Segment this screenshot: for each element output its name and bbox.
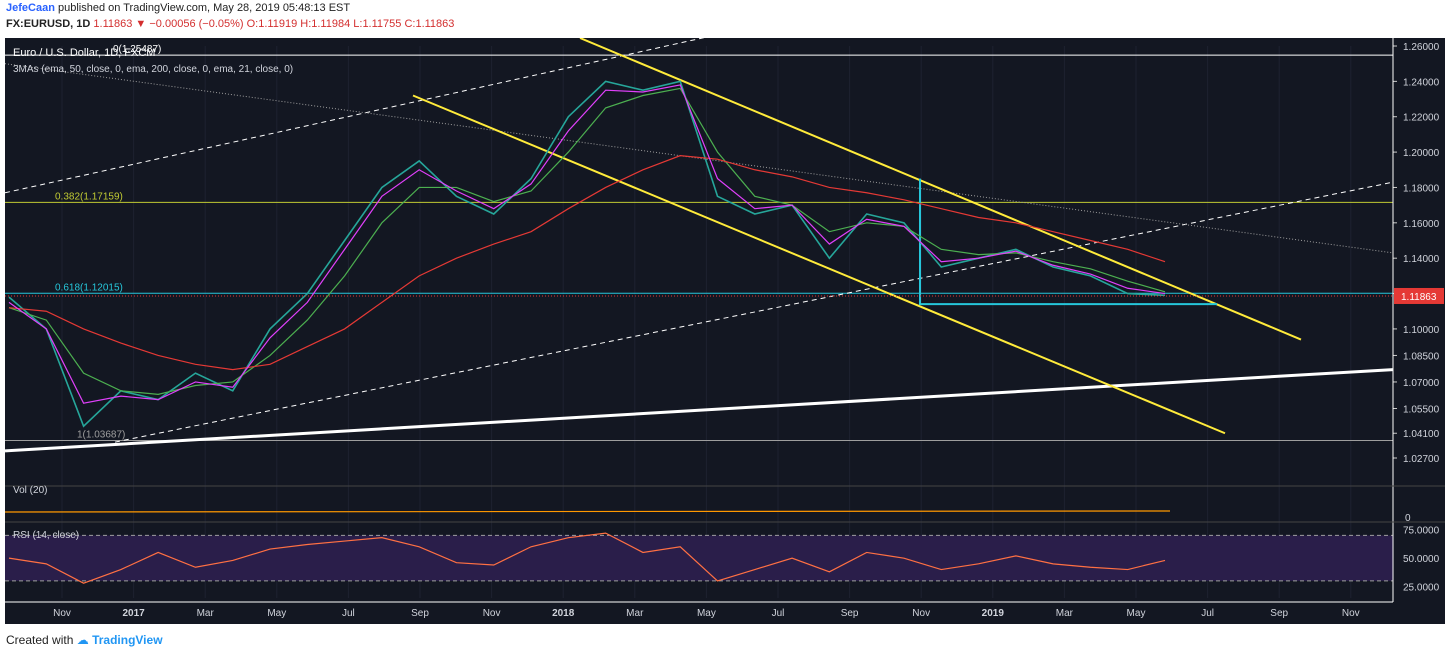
ohlc-open: O:1.11919 [246, 18, 298, 30]
rsi-tick-label: 25.0000 [1403, 583, 1440, 594]
rsi-line [8, 532, 1166, 584]
descending-channel-bottom [412, 94, 1226, 435]
ohlc-low: L:1.11755 [353, 18, 402, 30]
publish-line: JefeCaan published on TradingView.com, M… [6, 2, 350, 14]
ohlc-close: C:1.11863 [404, 18, 455, 30]
dashed-channel-bottom [114, 181, 1394, 443]
price-tick-label: 1.04100 [1403, 429, 1440, 440]
time-axis-label: Sep [1270, 608, 1288, 619]
fib-level-label: 1(1.03687) [77, 430, 125, 441]
series-line-ema-200 [8, 155, 1166, 371]
price-tick-label: 1.02700 [1403, 454, 1440, 465]
series-line-ema-21 [8, 84, 1166, 404]
current-price-badge [1394, 287, 1444, 304]
price-tick-label: 1.16000 [1403, 219, 1440, 230]
price-tick-label: 1.07000 [1403, 378, 1440, 389]
time-axis-label: Nov [53, 608, 71, 619]
time-axis-label: Nov [483, 608, 501, 619]
price-tick-label: 1.10000 [1403, 325, 1440, 336]
chart-title: Euro / U.S. Dollar, 1D, FXCM [13, 47, 155, 59]
volume-label: Vol (20) [13, 485, 47, 496]
volume-ma-line [4, 510, 1171, 513]
series-line-eurusd [8, 80, 1166, 428]
author-link[interactable]: JefeCaan [6, 2, 55, 14]
price-tick-label: 1.22000 [1403, 113, 1440, 124]
rsi-tick-label: 75.0000 [1403, 526, 1440, 537]
long-term-support-line [4, 368, 1394, 453]
fib-level-label: 0.382(1.17159) [55, 191, 123, 202]
symbol-line: FX:EURUSD, 1D 1.11863 ▼ −0.00056 (−0.05%… [6, 18, 454, 30]
time-axis-label: May [697, 608, 716, 619]
time-axis-label: 2019 [982, 608, 1005, 619]
price-tick-label: 1.05500 [1403, 404, 1440, 415]
price-tick-label: 1.24000 [1403, 77, 1440, 88]
chart-svg[interactable]: 1.26000 1.24000 1.22000 1.20000 1.18000 1.160… [4, 31, 1445, 624]
series-line-ema-50 [8, 87, 1166, 395]
price-tick-label: 1.08500 [1403, 351, 1440, 362]
chart-area[interactable]: 1.26000 1.24000 1.22000 1.20000 1.18000 1.160… [4, 31, 1445, 624]
price-change: −0.00056 (−0.05%) [149, 18, 244, 30]
price-tick-label: 1.26000 [1403, 42, 1440, 53]
price-tick-label: 1.18000 [1403, 183, 1440, 194]
rsi-tick-label: 50.0000 [1403, 554, 1440, 565]
time-axis-label: 2018 [552, 608, 575, 619]
time-axis-label: Nov [912, 608, 930, 619]
time-axis-label: Mar [1056, 608, 1074, 619]
time-axis-label: Jul [1201, 608, 1214, 619]
time-axis-label: Sep [411, 608, 429, 619]
time-axis-label: Nov [1342, 608, 1360, 619]
tradingview-logo-icon: ☁ [76, 633, 89, 647]
descending-channel-top [579, 37, 1302, 341]
down-arrow-icon: ▼ [135, 18, 147, 30]
time-axis-label: Mar [626, 608, 644, 619]
current-price-label: 1.11863 [1401, 292, 1437, 303]
indicator-label: 3MAs (ema, 50, close, 0, ema, 200, close… [13, 64, 293, 75]
published-text: published on TradingView.com, May 28, 20… [57, 2, 351, 14]
time-axis-label: Mar [197, 608, 215, 619]
rsi-label: RSI (14, close) [13, 530, 79, 541]
last-price: 1.11863 [93, 18, 133, 30]
time-axis-label: Jul [772, 608, 785, 619]
rsi-band-fill [5, 535, 1393, 581]
time-axis-label: Sep [841, 608, 859, 619]
ohlc-high: H:1.11984 [300, 18, 351, 30]
fib-level-label: 0(1.25487) [113, 44, 161, 55]
time-axis-label: 2017 [122, 608, 145, 619]
time-axis-label: Jul [342, 608, 355, 619]
footer: Created with ☁ TradingView [6, 633, 163, 647]
cyan-range-box [919, 178, 1217, 306]
tradingview-brand[interactable]: TradingView [92, 633, 163, 647]
dotted-trend-line [4, 63, 1394, 254]
symbol: FX:EURUSD, 1D [6, 18, 91, 30]
volume-axis-tick: 0 [1405, 513, 1411, 524]
created-with-text: Created with [6, 633, 74, 647]
time-axis-label: May [1127, 608, 1146, 619]
fib-level-label: 0.618(1.12015) [55, 282, 123, 293]
price-tick-label: 1.20000 [1403, 148, 1440, 159]
dashed-channel-top [4, 31, 731, 194]
price-tick-label: 1.14000 [1403, 254, 1440, 265]
time-axis-label: May [267, 608, 286, 619]
